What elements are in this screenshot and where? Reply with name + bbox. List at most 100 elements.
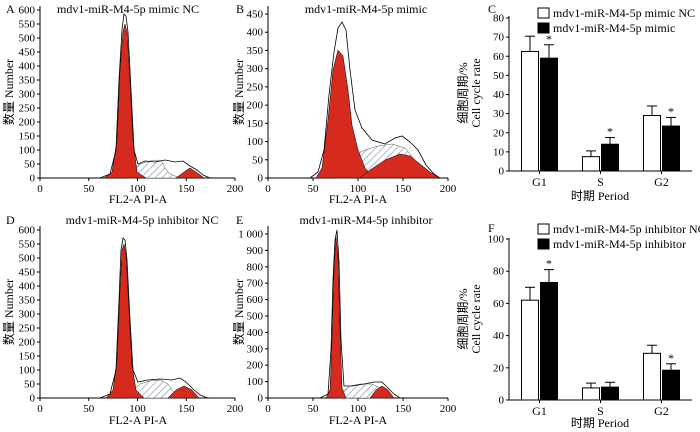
panel-a-letter: A <box>6 2 15 16</box>
panel-a-axes <box>39 6 235 179</box>
ytick-label: 200 <box>247 100 264 112</box>
xtick-label: 100 <box>350 403 367 415</box>
ytick-label: 60 <box>493 298 505 310</box>
ytick-label: 350 <box>247 45 264 57</box>
panel-f-bars: ** <box>521 257 680 401</box>
panel-e-g2-peak <box>369 385 395 399</box>
ytick-label: 0 <box>499 395 505 407</box>
panel-d-xlabel: FL2-A PI-A <box>109 413 168 427</box>
xtick-label: 50 <box>308 183 320 195</box>
ytick-label: 20 <box>493 362 505 374</box>
ytick-label: 100 <box>19 365 36 377</box>
panel-a-histogram <box>99 13 211 179</box>
legend-label-mimic: mdv1-miR-M4-5p mimic <box>553 21 675 35</box>
ytick-label: 900 <box>247 245 264 257</box>
xtick-label: 100 <box>350 183 367 195</box>
ytick-label: 350 <box>19 295 36 307</box>
ytick-label: 450 <box>247 9 264 21</box>
ytick-label: 40 <box>493 330 505 342</box>
panel-b-title: mdv1-miR-M4-5p mimic <box>305 2 427 16</box>
ytick-label: 250 <box>19 323 36 335</box>
ytick-label: 200 <box>19 117 36 129</box>
ytick-label: 100 <box>488 234 505 246</box>
significance-star: * <box>607 125 613 139</box>
panel-a-ylabel: 数量 Number <box>1 59 16 125</box>
ytick-label: 100 <box>247 136 264 148</box>
ytick-label: 0 <box>30 393 36 405</box>
xtick-label: 0 <box>265 403 271 415</box>
ytick-label: 30 <box>493 108 505 120</box>
ytick-label: 400 <box>247 327 264 339</box>
significance-star: * <box>546 32 552 46</box>
ytick-label: 400 <box>19 61 36 73</box>
panel-a-g1-peak <box>103 23 147 179</box>
ytick-label: 0 <box>30 173 36 185</box>
ytick-label: 150 <box>19 351 36 363</box>
panel-c: C 0 10 20 30 40 50 60 70 80 * * * G1 S G2 细胞周期/% Cel… <box>456 2 695 203</box>
panel-b: B mdv1-miR-M4-5p mimic 0 50 100 150 200 250 30… <box>231 2 457 206</box>
ytick-label: 250 <box>247 81 264 93</box>
ytick-label: 600 <box>19 225 36 237</box>
xtick-label: 0 <box>37 403 43 415</box>
legend-label-mimic-nc: mdv1-miR-M4-5p mimic NC <box>553 6 695 20</box>
legend-label-inhibitor: mdv1-miR-M4-5p inhibitor <box>553 237 686 251</box>
ytick-label: 550 <box>19 239 36 251</box>
panel-d-histogram <box>99 237 209 399</box>
xtick-label: 50 <box>308 403 320 415</box>
bar-treatment <box>540 57 558 172</box>
panel-a-g2-peak <box>175 167 205 179</box>
ytick-label: 100 <box>247 376 264 388</box>
ytick-label: 500 <box>19 253 36 265</box>
category-label: G2 <box>654 175 669 189</box>
panel-b-histogram <box>309 21 441 179</box>
ytick-label: 800 <box>247 261 264 273</box>
xtick-label: 100 <box>129 183 146 195</box>
ytick-label: 600 <box>247 294 264 306</box>
panel-e-yticks: 0 100 200 300 400 500 600 700 800 900 1 000 <box>238 229 268 405</box>
panel-e-xticks: 0 50 100 150 200 <box>265 398 457 415</box>
panel-d-g1-peak <box>105 243 145 399</box>
ytick-label: 300 <box>247 343 264 355</box>
panel-c-letter: C <box>488 2 496 16</box>
ytick-label: 700 <box>247 278 264 290</box>
panel-e-axes <box>267 226 448 399</box>
xtick-label: 200 <box>440 183 457 195</box>
panel-f-legend: mdv1-miR-M4-5p inhibitor NC mdv1-miR-M4-… <box>537 222 700 251</box>
panel-f-yticks: 0 20 40 60 80 100 <box>488 234 509 407</box>
legend-swatch-mimic-nc <box>537 7 550 19</box>
category-label: G2 <box>654 404 669 418</box>
ytick-label: 70 <box>493 32 505 44</box>
ytick-label: 100 <box>19 145 36 157</box>
bar-treatment <box>601 143 619 172</box>
ytick-label: 500 <box>247 311 264 323</box>
xtick-label: 150 <box>395 183 412 195</box>
bar-control <box>582 156 600 172</box>
panel-f-ylabel-en: Cell cycle rate <box>469 284 483 353</box>
legend-swatch-mimic <box>537 22 550 34</box>
panel-b-g1-peak <box>315 49 375 179</box>
panel-d-g2-peak <box>167 385 200 399</box>
panel-d-letter: D <box>6 213 15 227</box>
ytick-label: 80 <box>493 13 505 25</box>
legend-label-inhibitor-nc: mdv1-miR-M4-5p inhibitor NC <box>553 222 700 236</box>
bar-control <box>521 50 539 172</box>
panel-d-ylabel: 数量 Number <box>1 279 16 345</box>
panel-c-yticks: 0 10 20 30 40 50 60 70 80 <box>493 13 509 178</box>
ytick-label: 500 <box>19 33 36 45</box>
ytick-label: 200 <box>19 337 36 349</box>
ytick-label: 400 <box>247 27 264 39</box>
panel-b-xticks: 0 50 100 150 200 <box>265 178 457 195</box>
ytick-label: 10 <box>493 146 505 158</box>
ytick-label: 400 <box>19 281 36 293</box>
bar-control <box>643 352 661 401</box>
ytick-label: 300 <box>19 309 36 321</box>
panel-d-xticks: 0 50 100 150 200 <box>37 398 244 415</box>
xtick-label: 200 <box>227 403 244 415</box>
bar-control <box>643 115 661 172</box>
panel-d-yticks: 0 50 100 150 200 250 300 350 400 450 500 550 600 <box>19 225 40 405</box>
panel-c-ylabel-en: Cell cycle rate <box>469 58 483 127</box>
significance-star: * <box>546 257 552 271</box>
ytick-label: 200 <box>247 360 264 372</box>
ytick-label: 150 <box>247 118 264 130</box>
